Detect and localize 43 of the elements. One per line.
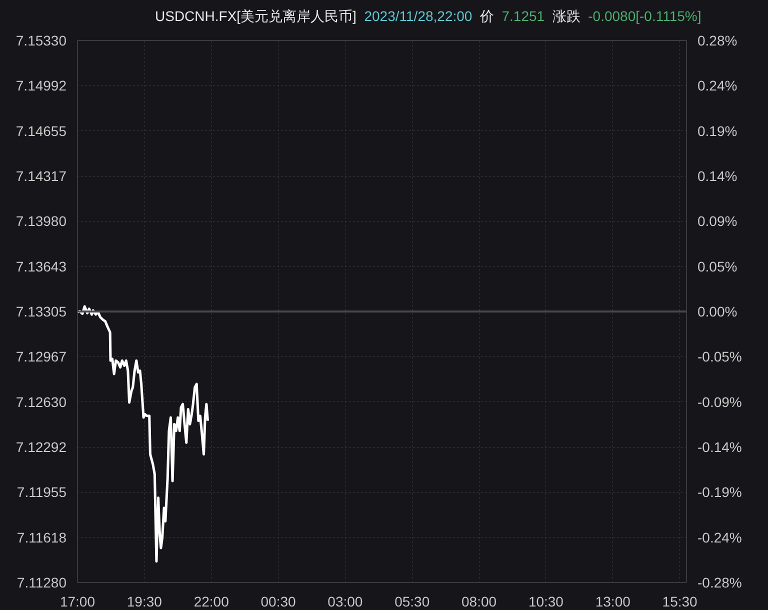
y2-tick-label: 0.19%: [698, 122, 738, 139]
x-tick-label: 17:00: [60, 594, 96, 610]
y-tick-label: 7.11955: [16, 484, 67, 500]
y2-tick-label: 0.24%: [698, 78, 738, 94]
text: 7.1251: [502, 8, 545, 24]
x-tick-label: 10:30: [528, 594, 564, 610]
y2-tick-label: 0.14%: [698, 168, 738, 184]
y2-tick-label: -0.14%: [698, 439, 742, 456]
x-tick-label: 22:00: [194, 594, 230, 610]
y2-tick-label: 0.09%: [698, 213, 738, 230]
y2-tick-label: -0.24%: [698, 529, 742, 546]
y2-tick-label: 0.00%: [698, 304, 738, 320]
x-tick-label: 15:30: [662, 594, 698, 610]
y2-tick-label: -0.19%: [698, 484, 742, 500]
y2-tick-label: 0.28%: [698, 32, 738, 48]
y2-tick-label: 0.05%: [698, 258, 738, 274]
y-tick-label: 7.13305: [16, 304, 67, 320]
y-tick-label: 7.11280: [16, 574, 67, 590]
y-tick-label: 7.12967: [16, 348, 67, 365]
x-tick-label: 08:00: [462, 594, 497, 610]
chart-title: USDCNH.FX[美元兑离岸人民币]: [155, 8, 356, 24]
y-tick-label: 7.15330: [16, 32, 67, 48]
y-tick-label: 7.12630: [16, 394, 67, 410]
y-tick-label: 7.14317: [16, 168, 67, 184]
y2-tick-label: -0.28%: [698, 574, 742, 590]
y-tick-label: 7.11618: [16, 529, 67, 546]
y-tick-label: 7.13643: [16, 258, 67, 274]
y-tick-label: 7.14655: [16, 122, 67, 139]
y2-tick-label: -0.09%: [698, 394, 742, 410]
chart-subtitle: 2023/11/28,22:00: [364, 8, 472, 24]
y2-tick-label: -0.05%: [698, 348, 742, 365]
text: -0.0080[-0.1115%]: [588, 8, 702, 24]
y-tick-label: 7.13980: [16, 213, 67, 230]
y-tick-label: 7.14992: [16, 78, 67, 94]
x-tick-label: 19:30: [126, 594, 162, 610]
text: 价: [480, 8, 494, 24]
x-tick-label: 05:30: [394, 594, 430, 610]
y-tick-label: 7.12292: [16, 439, 67, 456]
text: 涨跌: [552, 8, 580, 24]
x-tick-label: 13:00: [595, 594, 631, 610]
line-series: [78, 305, 210, 563]
x-tick-label: 00:30: [260, 594, 296, 610]
x-tick-label: 03:00: [328, 594, 363, 610]
